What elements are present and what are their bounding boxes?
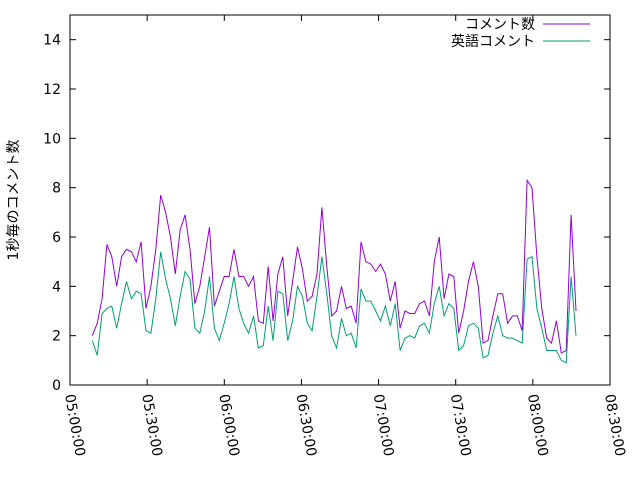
y-tick-label: 14 — [43, 33, 61, 49]
y-axis-label: 1秒毎のコメント数 — [6, 140, 22, 261]
x-tick-label: 07:00:00 — [370, 393, 397, 458]
axis-ticks: 0 2 4 6 8 10 12 14 05:00:00 05:30:00 06:00:00 06:30… — [43, 15, 628, 458]
legend-label-0: コメント数 — [465, 17, 535, 33]
series-lines — [91, 178, 577, 364]
y-tick-label: 2 — [52, 329, 61, 345]
x-tick-label: 06:00:00 — [215, 393, 242, 458]
series-line-0 — [91, 178, 577, 354]
y-tick-label: 8 — [52, 181, 61, 197]
x-tick-label: 08:30:00 — [601, 393, 628, 458]
series-line-1 — [91, 251, 577, 364]
y-tick-label: 6 — [52, 230, 61, 246]
x-tick-label: 05:00:00 — [61, 393, 88, 458]
x-tick-label: 07:30:00 — [447, 393, 474, 458]
legend-label-1: 英語コメント — [451, 33, 535, 50]
x-tick-label: 08:00:00 — [524, 393, 551, 458]
plot-frame — [69, 14, 611, 386]
y-tick-label: 10 — [43, 131, 61, 147]
y-tick-label: 12 — [43, 82, 61, 98]
x-tick-label: 05:30:00 — [138, 393, 165, 458]
y-tick-label: 0 — [52, 378, 61, 394]
y-tick-label: 4 — [52, 279, 61, 295]
x-tick-label: 06:30:00 — [292, 393, 319, 458]
legend: コメント数 英語コメント — [451, 17, 590, 50]
